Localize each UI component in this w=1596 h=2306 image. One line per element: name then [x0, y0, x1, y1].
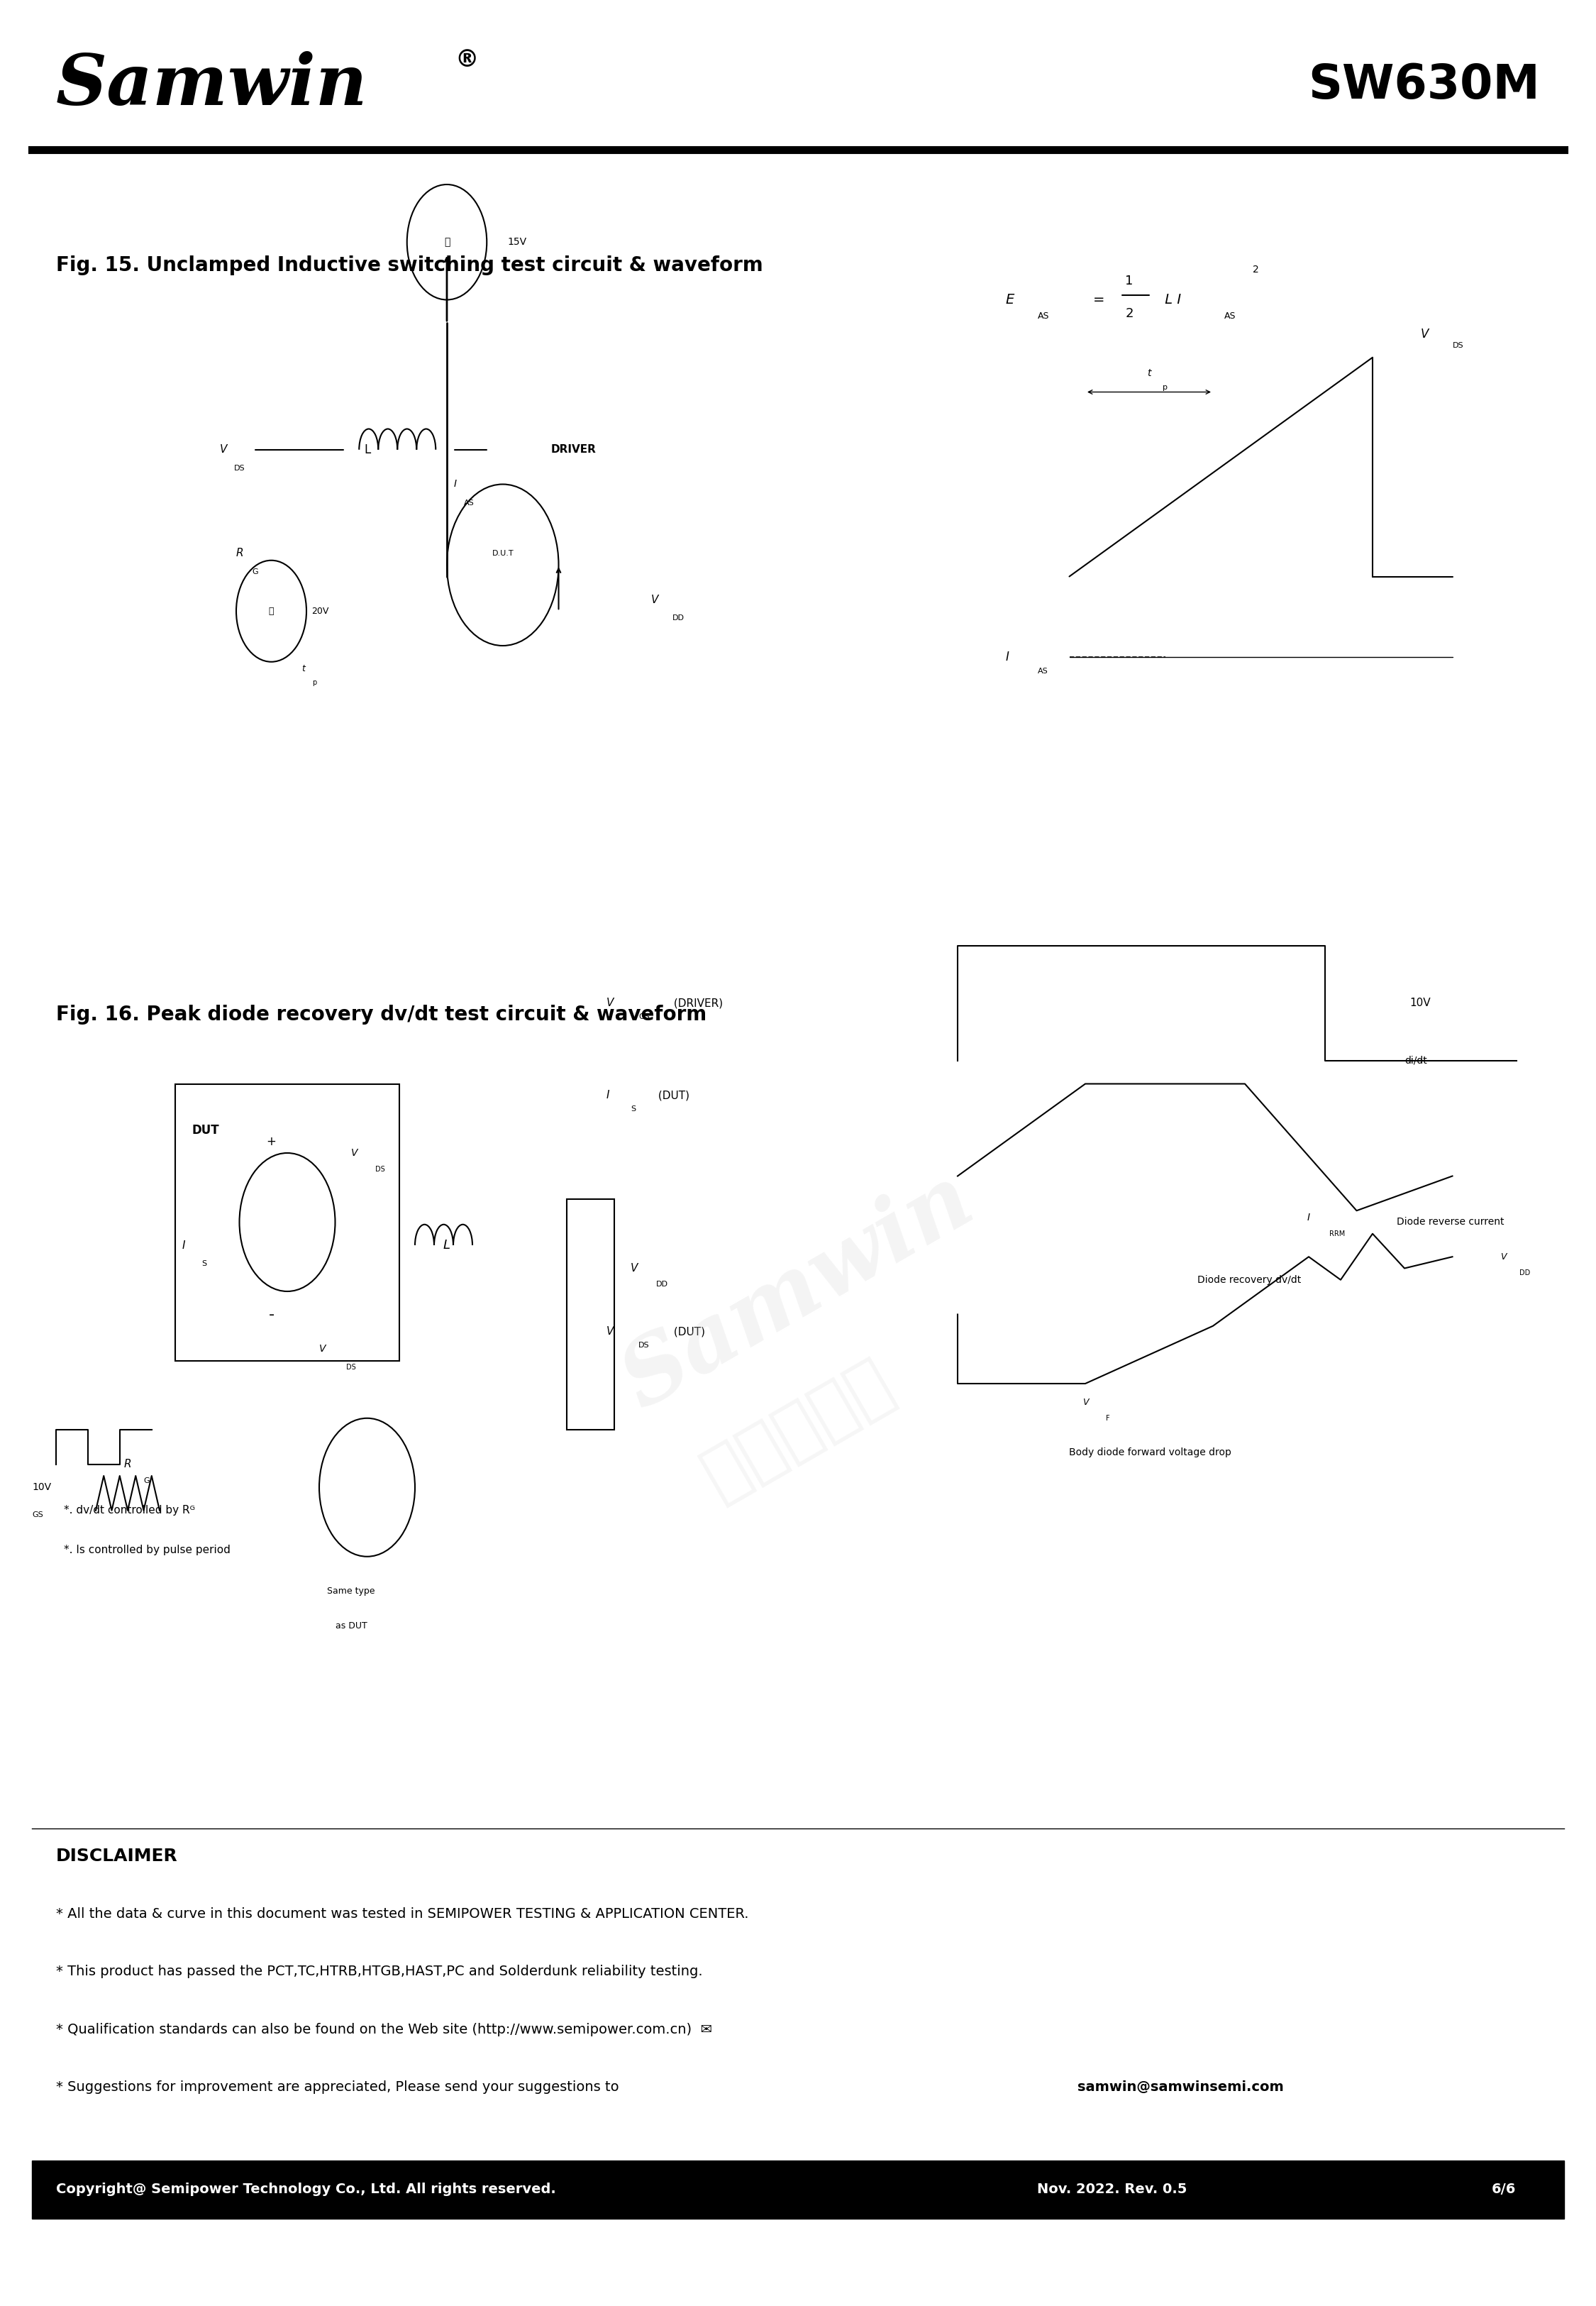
Text: DRIVER: DRIVER: [551, 445, 595, 454]
Text: 2: 2: [1125, 307, 1133, 321]
Text: 风品保资质: 风品保资质: [691, 1349, 905, 1510]
Text: =: =: [1093, 293, 1104, 307]
Text: V: V: [220, 445, 227, 454]
Text: L: L: [444, 1238, 450, 1252]
Bar: [32, 2161, 1564, 2218]
Text: 2: 2: [1253, 265, 1259, 274]
Text: AS: AS: [1224, 311, 1235, 321]
Text: DS: DS: [1452, 341, 1464, 351]
Text: +: +: [267, 1135, 276, 1148]
Text: di/dt: di/dt: [1404, 1056, 1427, 1065]
Text: S: S: [630, 1105, 635, 1114]
Text: DS: DS: [375, 1165, 385, 1174]
Text: ⎍: ⎍: [268, 606, 275, 616]
Text: *. Is controlled by pulse period: *. Is controlled by pulse period: [64, 1545, 230, 1554]
Text: I: I: [453, 480, 456, 489]
Text: Nov. 2022. Rev. 0.5: Nov. 2022. Rev. 0.5: [1037, 2184, 1187, 2195]
Text: D.U.T: D.U.T: [492, 549, 514, 558]
Text: p: p: [313, 678, 316, 687]
Text: DD: DD: [1519, 1268, 1531, 1278]
Text: V: V: [319, 1344, 326, 1354]
Text: AS: AS: [1037, 666, 1049, 676]
Text: * Suggestions for improvement are appreciated, Please send your suggestions to: * Suggestions for improvement are apprec…: [56, 2080, 622, 2094]
Text: V: V: [630, 1264, 638, 1273]
Text: DISCLAIMER: DISCLAIMER: [56, 1847, 177, 1866]
Text: p: p: [1162, 383, 1168, 392]
Text: 20V: 20V: [311, 606, 329, 616]
Text: V: V: [606, 1326, 614, 1337]
Text: Fig. 15. Unclamped Inductive switching test circuit & waveform: Fig. 15. Unclamped Inductive switching t…: [56, 256, 763, 274]
Text: DD: DD: [672, 613, 685, 623]
Text: 10V: 10V: [1409, 998, 1432, 1008]
Text: I: I: [1307, 1213, 1310, 1222]
Text: (DUT): (DUT): [654, 1091, 689, 1100]
Text: DS: DS: [346, 1363, 356, 1372]
Text: Body diode forward voltage drop: Body diode forward voltage drop: [1069, 1448, 1232, 1457]
Text: Fig. 16. Peak diode recovery dv/dt test circuit & waveform: Fig. 16. Peak diode recovery dv/dt test …: [56, 1005, 707, 1024]
Text: V: V: [1082, 1397, 1088, 1407]
Text: * All the data & curve in this document was tested in SEMIPOWER TESTING & APPLIC: * All the data & curve in this document …: [56, 1907, 749, 1921]
Text: I: I: [182, 1241, 185, 1250]
Text: Diode recovery dv/dt: Diode recovery dv/dt: [1197, 1275, 1301, 1284]
Text: 10V: 10V: [32, 1483, 51, 1492]
Text: V: V: [351, 1148, 358, 1158]
Text: 15V: 15V: [508, 238, 527, 247]
Text: V: V: [651, 595, 658, 604]
Text: G: G: [144, 1476, 150, 1485]
Text: AS: AS: [1037, 311, 1049, 321]
Text: RRM: RRM: [1329, 1229, 1345, 1238]
Text: V: V: [1500, 1252, 1507, 1261]
Text: V: V: [606, 998, 614, 1008]
Text: ⎍: ⎍: [444, 238, 450, 247]
Text: Samwin: Samwin: [56, 51, 367, 120]
Text: GS: GS: [32, 1510, 43, 1520]
Text: t: t: [1148, 369, 1151, 378]
Text: DD: DD: [656, 1280, 669, 1289]
Text: 1: 1: [1125, 274, 1133, 288]
Text: L: L: [364, 443, 370, 457]
Text: ®: ®: [455, 48, 479, 71]
Text: V: V: [1420, 327, 1428, 341]
Text: I: I: [606, 1091, 610, 1100]
Text: Copyright@ Semipower Technology Co., Ltd. All rights reserved.: Copyright@ Semipower Technology Co., Ltd…: [56, 2184, 555, 2195]
Text: S: S: [201, 1259, 207, 1268]
Text: DUT: DUT: [192, 1123, 219, 1137]
Text: Samwin: Samwin: [608, 1158, 988, 1425]
Text: E: E: [1005, 293, 1015, 307]
Text: * Qualification standards can also be found on the Web site (http://www.semipowe: * Qualification standards can also be fo…: [56, 2022, 712, 2036]
Text: AS: AS: [464, 498, 474, 507]
Text: GS: GS: [638, 1012, 650, 1022]
Text: F: F: [1106, 1414, 1111, 1423]
Text: as DUT: as DUT: [335, 1621, 367, 1630]
Text: -: -: [268, 1308, 275, 1321]
Text: L I: L I: [1160, 293, 1181, 307]
Text: (DRIVER): (DRIVER): [670, 998, 723, 1008]
Text: DS: DS: [638, 1342, 650, 1349]
Text: R: R: [124, 1460, 131, 1469]
Text: 6/6: 6/6: [1492, 2184, 1516, 2195]
Text: t: t: [302, 664, 305, 673]
Text: *. dv/dt controlled by Rᴳ: *. dv/dt controlled by Rᴳ: [64, 1506, 195, 1515]
Text: Same type: Same type: [327, 1587, 375, 1596]
Text: * This product has passed the PCT,TC,HTRB,HTGB,HAST,PC and Solderdunk reliabilit: * This product has passed the PCT,TC,HTR…: [56, 1965, 702, 1979]
Text: G: G: [252, 567, 259, 576]
Text: I: I: [1005, 650, 1009, 664]
Text: DS: DS: [235, 464, 244, 473]
Text: Diode reverse current: Diode reverse current: [1396, 1218, 1503, 1227]
Text: SW630M: SW630M: [1309, 62, 1540, 108]
Text: R: R: [236, 549, 243, 558]
Text: (DUT): (DUT): [670, 1326, 705, 1337]
Text: samwin@samwinsemi.com: samwin@samwinsemi.com: [1077, 2080, 1283, 2094]
